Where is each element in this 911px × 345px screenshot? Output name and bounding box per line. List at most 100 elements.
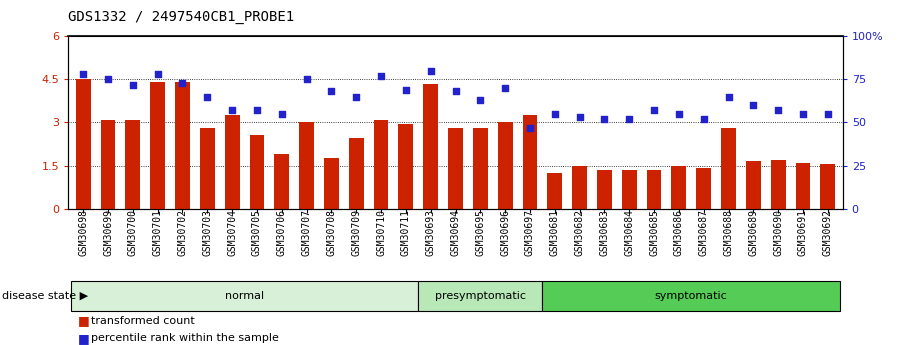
Bar [299,122,314,209]
Point [274,111,289,117]
Bar [398,124,414,209]
Bar [150,82,165,209]
Bar [572,166,587,209]
Text: GSM30700: GSM30700 [128,209,138,256]
Bar [497,122,513,209]
Point [597,116,611,122]
Point [722,94,736,99]
Text: symptomatic: symptomatic [655,291,728,301]
Point [647,108,661,113]
Text: GSM30692: GSM30692 [823,209,833,256]
FancyBboxPatch shape [71,281,418,310]
Bar [820,164,835,209]
Point [771,108,785,113]
Text: GSM30706: GSM30706 [277,209,287,256]
Text: GSM30681: GSM30681 [549,209,559,256]
Text: GSM30683: GSM30683 [599,209,609,256]
Text: GSM30698: GSM30698 [78,209,88,256]
Point [821,111,835,117]
Bar [795,163,811,209]
Bar [548,173,562,209]
Text: presymptomatic: presymptomatic [435,291,526,301]
Point [572,115,587,120]
Bar [225,115,240,209]
Bar [746,161,761,209]
Text: GSM30709: GSM30709 [352,209,362,256]
Point [795,111,810,117]
Point [622,116,637,122]
Point [374,73,388,79]
Bar [175,82,189,209]
Bar [200,128,215,209]
Bar [126,120,140,209]
Text: GSM30693: GSM30693 [425,209,435,256]
Point [473,97,487,103]
Text: percentile rank within the sample: percentile rank within the sample [91,333,279,343]
Bar [671,166,686,209]
Text: GSM30694: GSM30694 [451,209,460,256]
Text: GSM30696: GSM30696 [500,209,510,256]
Point [324,89,339,94]
Point [126,82,140,87]
Text: normal: normal [225,291,264,301]
Bar [448,128,463,209]
Bar [349,138,363,209]
Text: GSM30708: GSM30708 [326,209,336,256]
Text: GSM30705: GSM30705 [252,209,262,256]
Text: GSM30695: GSM30695 [476,209,486,256]
Text: GSM30707: GSM30707 [302,209,312,256]
Point [671,111,686,117]
Text: GSM30697: GSM30697 [525,209,535,256]
Point [548,111,562,117]
Bar [597,170,612,209]
Text: GSM30701: GSM30701 [153,209,163,256]
Point [300,77,314,82]
Point [225,108,240,113]
FancyBboxPatch shape [542,281,840,310]
Bar [647,170,661,209]
Point [497,85,512,91]
Point [200,94,215,99]
Bar [324,158,339,209]
Bar [473,128,487,209]
Text: GSM30699: GSM30699 [103,209,113,256]
Text: ■: ■ [77,314,89,327]
Bar [696,168,711,209]
Text: GDS1332 / 2497540CB1_PROBE1: GDS1332 / 2497540CB1_PROBE1 [68,10,294,24]
Bar [76,79,91,209]
Point [696,116,711,122]
Text: GSM30685: GSM30685 [649,209,659,256]
Bar [274,154,289,209]
Text: GSM30687: GSM30687 [699,209,709,256]
Text: GSM30703: GSM30703 [202,209,212,256]
Text: GSM30702: GSM30702 [178,209,188,256]
Bar [100,120,116,209]
Point [150,71,165,77]
Text: disease state ▶: disease state ▶ [2,291,88,301]
Text: GSM30684: GSM30684 [624,209,634,256]
Bar [424,84,438,209]
Text: GSM30688: GSM30688 [723,209,733,256]
Text: GSM30689: GSM30689 [748,209,758,256]
Point [250,108,264,113]
Text: GSM30704: GSM30704 [227,209,237,256]
Bar [722,128,736,209]
Text: GSM30691: GSM30691 [798,209,808,256]
Text: GSM30711: GSM30711 [401,209,411,256]
Point [399,87,414,92]
Point [76,71,90,77]
Point [101,77,116,82]
Bar [622,170,637,209]
Text: GSM30686: GSM30686 [674,209,684,256]
Text: GSM30690: GSM30690 [773,209,783,256]
Point [349,94,363,99]
Bar [523,115,537,209]
Text: ■: ■ [77,332,89,345]
Point [448,89,463,94]
Bar [771,160,785,209]
FancyBboxPatch shape [418,281,542,310]
Point [523,125,537,130]
Text: GSM30710: GSM30710 [376,209,386,256]
Bar [374,120,388,209]
Point [175,80,189,86]
